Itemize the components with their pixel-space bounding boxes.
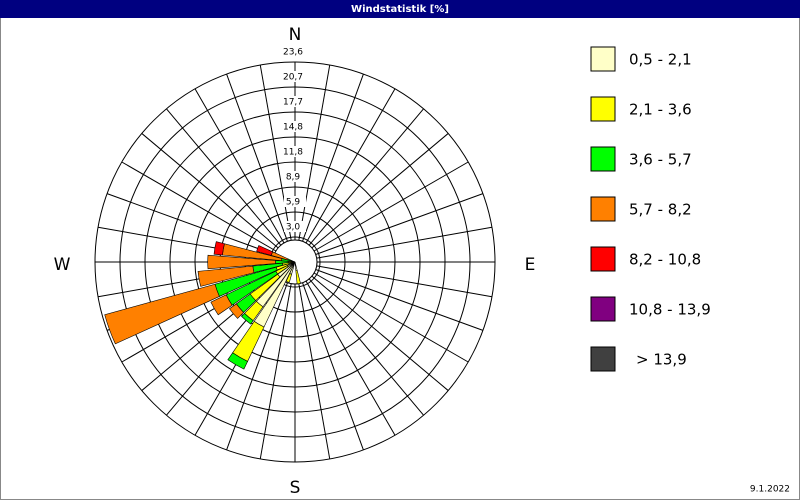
spoke bbox=[316, 226, 493, 259]
tick-label-bg bbox=[284, 46, 306, 57]
r-tick-label: 8,9 bbox=[286, 173, 301, 183]
spoke bbox=[259, 283, 292, 460]
r-tick-label: 14,8 bbox=[283, 123, 303, 133]
spoke bbox=[298, 283, 331, 460]
wind-segment bbox=[295, 269, 301, 285]
spoke bbox=[315, 193, 484, 255]
wind-segment bbox=[241, 312, 254, 325]
chart-title: Windstatistik [%] bbox=[351, 4, 449, 15]
wind-segment bbox=[227, 352, 248, 370]
direction-label: W bbox=[54, 255, 71, 275]
spoke bbox=[121, 161, 277, 252]
spoke bbox=[302, 282, 364, 451]
legend-label: 10,8 - 13,9 bbox=[629, 301, 711, 319]
spoke bbox=[315, 269, 484, 331]
legend-label: 0,5 - 2,1 bbox=[629, 51, 692, 69]
tick-label-bg bbox=[284, 196, 306, 207]
r-tick-label: 3,0 bbox=[286, 223, 301, 233]
spoke bbox=[141, 133, 279, 249]
spoke bbox=[166, 108, 282, 246]
wind-segment bbox=[229, 303, 245, 319]
spoke bbox=[311, 275, 449, 391]
spoke bbox=[308, 278, 424, 416]
spoke bbox=[226, 73, 288, 242]
tick-label-bg bbox=[284, 146, 306, 157]
title-bar bbox=[0, 0, 800, 18]
r-tick-label: 23,6 bbox=[283, 48, 303, 58]
legend-swatch bbox=[590, 46, 616, 72]
legend-label: 5,7 - 8,2 bbox=[629, 201, 692, 219]
r-tick-label: 20,7 bbox=[283, 73, 303, 83]
legend-swatch bbox=[590, 246, 616, 272]
r-tick-label: 11,8 bbox=[283, 148, 303, 158]
spoke bbox=[313, 272, 469, 363]
spoke bbox=[308, 108, 424, 246]
legend-label: 2,1 - 3,6 bbox=[629, 101, 692, 119]
spoke bbox=[106, 193, 275, 255]
spoke bbox=[316, 265, 493, 298]
legend-swatch bbox=[590, 146, 616, 172]
spoke bbox=[298, 64, 331, 241]
wind-segment bbox=[213, 241, 225, 256]
wind-segment bbox=[197, 265, 255, 287]
legend-swatch bbox=[590, 296, 616, 322]
tick-label-bg bbox=[284, 171, 306, 182]
direction-label: E bbox=[525, 255, 536, 275]
legend-swatch bbox=[590, 96, 616, 122]
r-tick-label: 5,9 bbox=[286, 198, 301, 208]
legend-swatch bbox=[590, 346, 616, 372]
spoke bbox=[313, 161, 469, 252]
spoke bbox=[305, 280, 396, 436]
spoke bbox=[194, 88, 285, 244]
tick-label-bg bbox=[284, 221, 306, 232]
tick-label-bg bbox=[284, 71, 306, 82]
spoke bbox=[226, 282, 288, 451]
tick-label-bg bbox=[284, 121, 306, 132]
direction-label: S bbox=[290, 478, 301, 498]
legend-label: 8,2 - 10,8 bbox=[629, 251, 701, 269]
legend-label: 3,6 - 5,7 bbox=[629, 151, 692, 169]
spoke bbox=[259, 64, 292, 241]
direction-label: N bbox=[289, 25, 302, 45]
wind-segment bbox=[207, 254, 276, 270]
wind-segment bbox=[104, 283, 220, 345]
spoke bbox=[311, 133, 449, 249]
legend-swatch bbox=[590, 196, 616, 222]
spoke bbox=[305, 88, 396, 244]
tick-label-bg bbox=[284, 96, 306, 107]
wind-segment bbox=[285, 273, 292, 283]
wind-segment bbox=[256, 245, 274, 256]
wind-segment bbox=[210, 294, 233, 316]
date: 9.1.2022 bbox=[750, 485, 790, 495]
r-tick-label: 17,7 bbox=[283, 98, 303, 108]
spoke bbox=[302, 73, 364, 242]
legend-label: > 13,9 bbox=[636, 351, 687, 369]
